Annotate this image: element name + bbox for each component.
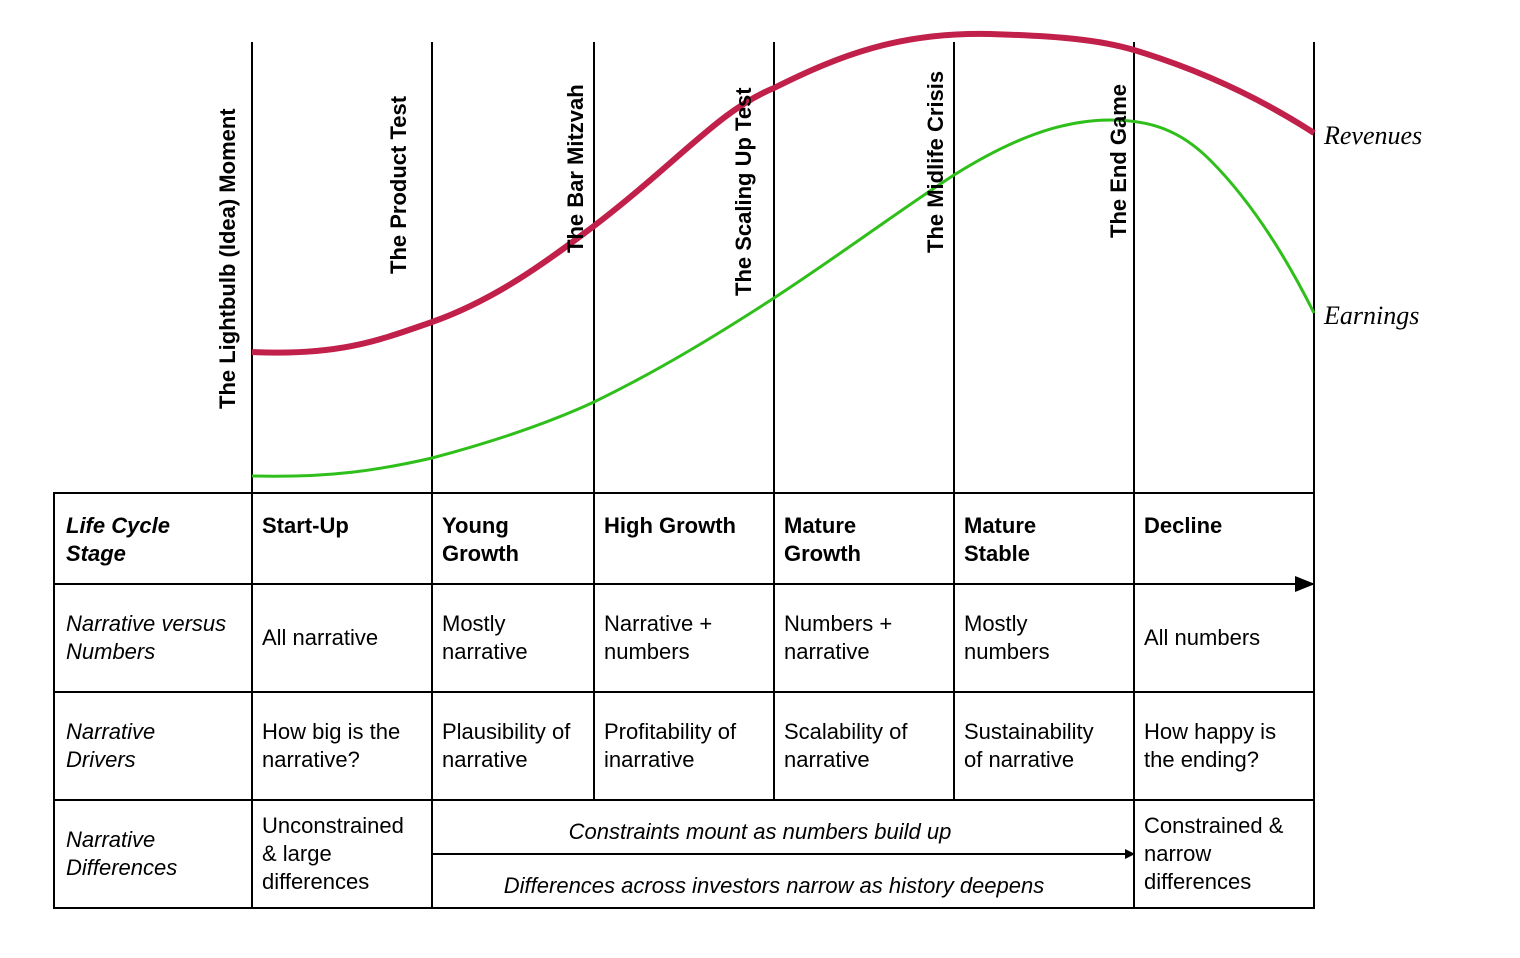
life-cycle-table [53, 492, 1315, 909]
narrative-differences-row: Unconstrained & large differences Constr… [262, 813, 1290, 898]
milestone-label: The Lightbulb (Idea) Moment [215, 108, 240, 409]
differences-middle-bottom: Differences across investors narrow as h… [504, 873, 1044, 898]
revenues-curve [251, 30, 1316, 356]
narrative-vs-numbers-cell: All narrative [262, 625, 378, 650]
differences-end-cell: Constrained & narrow differences [1144, 813, 1290, 894]
row-header-life-cycle-stage: Life Cycle Stage [66, 513, 176, 566]
row-header-narrative-vs-numbers: Narrative versus Numbers [66, 611, 232, 664]
stage-cell: High Growth [604, 513, 736, 538]
narrative-driver-cell: Plausibility of narrative [442, 719, 571, 772]
narrative-driver-cell: Profitability of inarrative [604, 719, 737, 772]
milestone-label: The Bar Mitzvah [563, 84, 588, 253]
milestone-label: The End Game [1106, 84, 1131, 238]
narrative-vs-numbers-cell: Numbers + narrative [784, 611, 892, 664]
narrative-vs-numbers-cell: All numbers [1144, 625, 1260, 650]
milestone-label: The Scaling Up Test [731, 87, 756, 296]
row-header-narrative-drivers: Narrative Drivers [66, 719, 161, 772]
stage-cell: Mature Stable [964, 513, 1036, 566]
differences-middle-top: Constraints mount as numbers build up [569, 819, 952, 844]
stage-cell: Young Growth [442, 513, 519, 566]
milestone-label: The Midlife Crisis [923, 71, 948, 253]
differences-start-cell: Unconstrained & large differences [262, 813, 410, 894]
milestone-lines [251, 42, 1315, 493]
stage-row: Start-Up Young Growth High Growth Mature G… [262, 513, 1222, 566]
narrative-drivers-row: How big is the narrative? Plausibility of… [262, 719, 1276, 772]
narrative-vs-numbers-cell: Mostly narrative [442, 611, 528, 664]
stage-cell: Start-Up [262, 513, 349, 538]
row-header-narrative-differences: Narrative Differences [66, 827, 177, 880]
stage-cell: Mature Growth [784, 513, 861, 566]
narrative-driver-cell: How big is the narrative? [262, 719, 400, 772]
earnings-label: Earnings [1323, 301, 1419, 330]
narrative-driver-cell: Sustainability of narrative [964, 719, 1094, 772]
earnings-curve [251, 118, 1316, 478]
row-headers: Life Cycle Stage Narrative versus Number… [66, 513, 232, 880]
milestone-labels: The Lightbulb (Idea) Moment The Product … [215, 71, 1131, 409]
table-border [53, 492, 1315, 909]
narrative-vs-numbers-cell: Mostly numbers [964, 611, 1050, 664]
narrative-driver-cell: How happy is the ending? [1144, 719, 1276, 772]
narrative-driver-cell: Scalability of narrative [784, 719, 908, 772]
narrative-vs-numbers-cell: Narrative + numbers [604, 611, 712, 664]
stage-cell: Decline [1144, 513, 1222, 538]
revenues-label: Revenues [1323, 121, 1422, 150]
narrative-vs-numbers-row: All narrative Mostly narrative Narrative … [262, 611, 1260, 664]
milestone-label: The Product Test [386, 95, 411, 274]
